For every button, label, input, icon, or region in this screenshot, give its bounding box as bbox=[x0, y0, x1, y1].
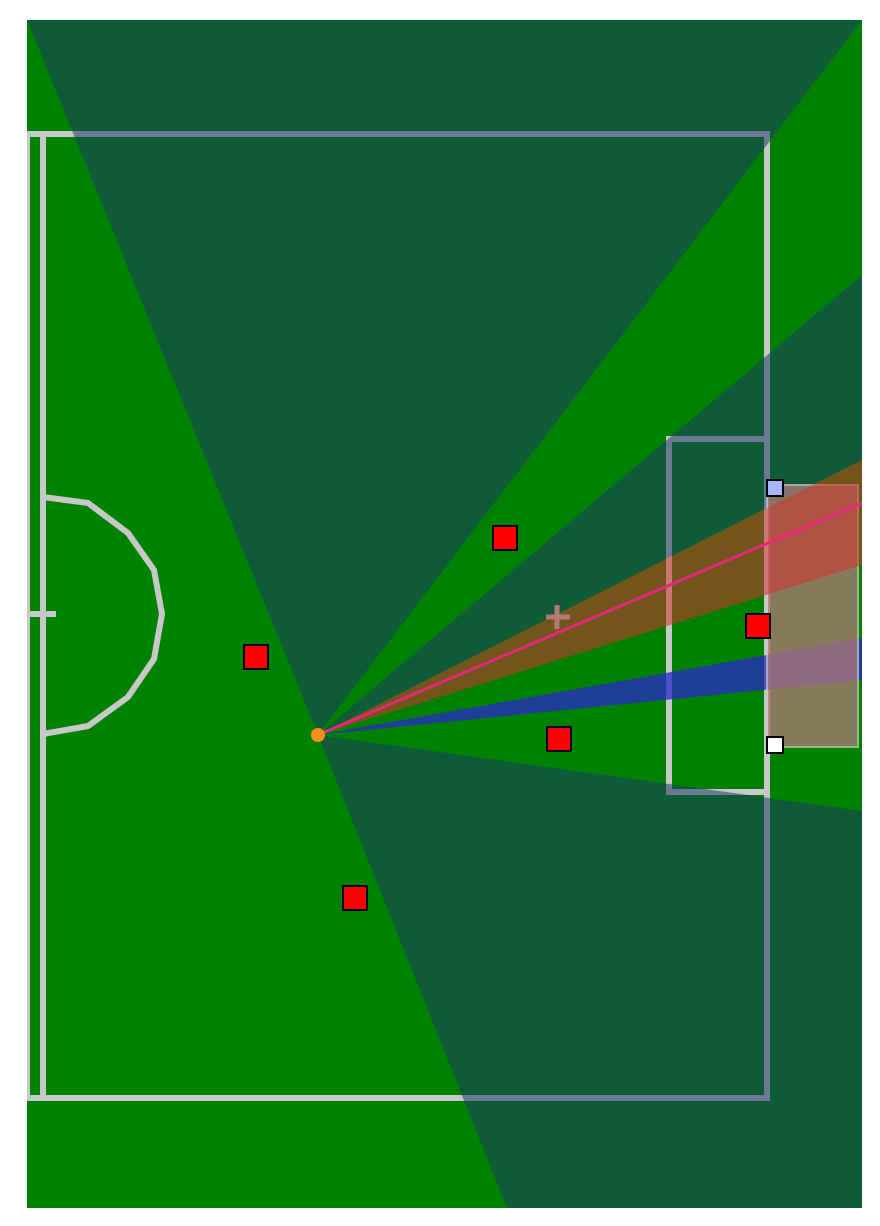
vision-cones bbox=[27, 20, 862, 1208]
opponent-robot bbox=[546, 726, 572, 752]
opponent-robot bbox=[492, 525, 518, 551]
shot-cone bbox=[318, 460, 862, 735]
opponent-robot bbox=[342, 885, 368, 911]
vision-cone-bottom bbox=[318, 735, 862, 1208]
shot-line bbox=[317, 501, 862, 737]
opponent-robots bbox=[243, 525, 771, 911]
center-circle bbox=[42, 494, 166, 737]
vision-cone-goal-lower bbox=[318, 638, 862, 735]
opponent-robot bbox=[243, 644, 269, 670]
vision-cone-goal-upper bbox=[318, 275, 862, 735]
target-cross-marker bbox=[546, 605, 570, 629]
vision-cone-top bbox=[27, 20, 862, 735]
goalpost-left bbox=[766, 479, 784, 497]
goalpost-right bbox=[766, 736, 784, 754]
goalkeeper-robot bbox=[745, 613, 771, 639]
ball bbox=[311, 728, 325, 742]
